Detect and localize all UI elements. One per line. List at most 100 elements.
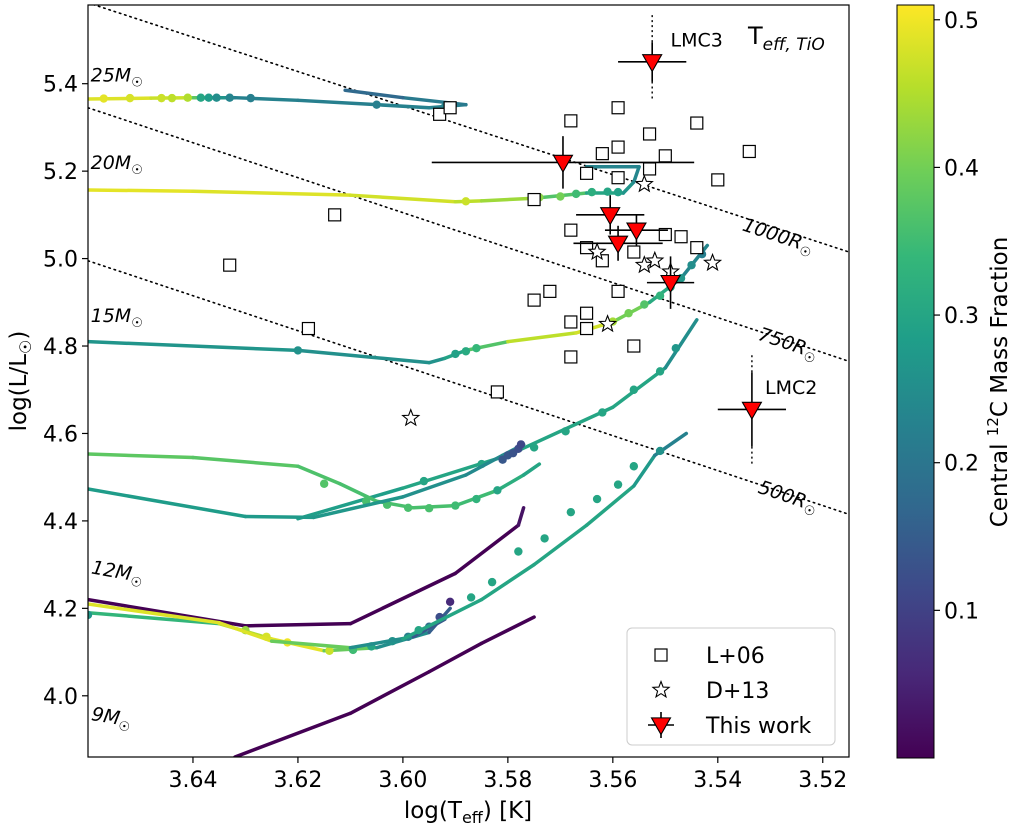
track-dot [419, 476, 429, 486]
l06-point [527, 293, 541, 307]
track-segment [217, 621, 274, 643]
l06-point [579, 241, 594, 255]
radius-label: 750R☉ [754, 323, 820, 367]
track-dot [566, 507, 576, 517]
track-dot [671, 344, 681, 353]
x-tick-label: 3.62 [273, 768, 322, 793]
mass-label: 12M☉ [89, 557, 145, 592]
track-segment [88, 610, 221, 626]
x-axis-ticks: 3.64 3.62 3.60 3.58 3.56 3.54 3.52 [168, 757, 847, 793]
track-dot [372, 100, 381, 109]
track-dot [466, 593, 476, 602]
track-dot [587, 187, 597, 197]
track-segment [374, 102, 431, 110]
track-segment [621, 180, 636, 195]
mass-label: 9M☉ [89, 703, 133, 736]
track-segment [464, 453, 505, 477]
track-dot [225, 93, 234, 102]
track-dot [487, 577, 497, 587]
y-axis-ticks: 4.0 4.2 4.4 4.6 4.8 5.0 5.2 5.4 [43, 73, 88, 710]
annotation-label: LMC3 [671, 30, 723, 52]
l06-point [742, 144, 756, 159]
track-segment [88, 96, 153, 101]
track-dot [598, 408, 607, 417]
track-segment [479, 562, 536, 602]
this-work-point [607, 235, 629, 254]
track-segment [427, 641, 484, 674]
series-thiswork [431, 13, 787, 465]
this-work-point [660, 274, 682, 294]
track-dot [125, 93, 135, 103]
l06-point [579, 306, 594, 320]
track-dot [212, 93, 221, 102]
radius-lines [88, 5, 849, 516]
track-segment [88, 602, 221, 625]
l06-point [564, 315, 578, 329]
track-segment [411, 503, 458, 510]
legend-marker-square [654, 648, 668, 662]
radius-label: 500R☉ [754, 476, 820, 520]
x-tick-label: 3.52 [798, 768, 847, 793]
d13-point [598, 314, 618, 333]
track-dot [624, 309, 633, 318]
track-segment [632, 453, 657, 488]
track-dot [571, 189, 581, 199]
track-segment [296, 464, 342, 486]
l06-point [627, 245, 641, 259]
colorbar-tick-label: 0.4 [944, 156, 979, 181]
l06-point [328, 208, 342, 222]
d13-point [634, 174, 654, 193]
track-dot [561, 427, 570, 436]
radius-line [88, 106, 849, 363]
track-dot [472, 494, 481, 504]
colorbar: 0.1 0.2 0.3 0.4 0.5 Central 12C Mass Fractio… [896, 4, 1012, 759]
l06-point [301, 321, 316, 336]
track-dot [472, 344, 481, 353]
y-tick-label: 5.2 [43, 160, 78, 185]
colorbar-gradient [896, 4, 935, 759]
track-dot [196, 93, 206, 102]
track-segment [479, 615, 536, 646]
track-dot [183, 93, 192, 102]
track-dot [325, 646, 334, 655]
y-tick-label: 4.2 [43, 597, 78, 622]
mass-label: 25M☉ [91, 65, 143, 91]
l06-point [642, 127, 657, 141]
track-segment [243, 514, 316, 520]
legend-box [626, 627, 836, 746]
track-segment [269, 639, 353, 650]
l06-point [543, 284, 557, 298]
track-segment [338, 481, 379, 503]
d13-point [702, 252, 723, 272]
y-tick-label: 4.6 [43, 422, 78, 447]
y-tick-label: 5.4 [43, 73, 78, 98]
track-segment [88, 188, 195, 194]
panel-label: Teff, TiO [747, 22, 825, 55]
track-12M-teal [88, 440, 526, 520]
track-dot [461, 347, 471, 356]
colorbar-tick-label: 0.1 [944, 599, 979, 624]
track-dot [461, 197, 471, 206]
l06-point [611, 101, 625, 115]
track-segment [191, 189, 353, 197]
l06-point [564, 223, 578, 237]
track-segment [296, 486, 405, 521]
legend-label: This work [705, 714, 811, 739]
track-dot [629, 462, 639, 471]
track-segment [88, 339, 300, 353]
x-tick-label: 3.56 [588, 768, 637, 793]
x-tick-label: 3.64 [168, 768, 217, 793]
track-dot [445, 597, 455, 606]
track-dot [293, 346, 303, 355]
l06-point [690, 241, 704, 255]
track-segment [506, 405, 615, 458]
track-dot [516, 440, 526, 449]
x-tick-label: 3.54 [693, 768, 742, 793]
track-dot [99, 94, 108, 103]
track-dot [451, 501, 460, 510]
x-tick-label: 3.60 [378, 768, 427, 793]
track-dot [403, 503, 413, 512]
l06-point [690, 116, 704, 130]
track-segment [495, 473, 526, 493]
l06-point [223, 258, 237, 272]
